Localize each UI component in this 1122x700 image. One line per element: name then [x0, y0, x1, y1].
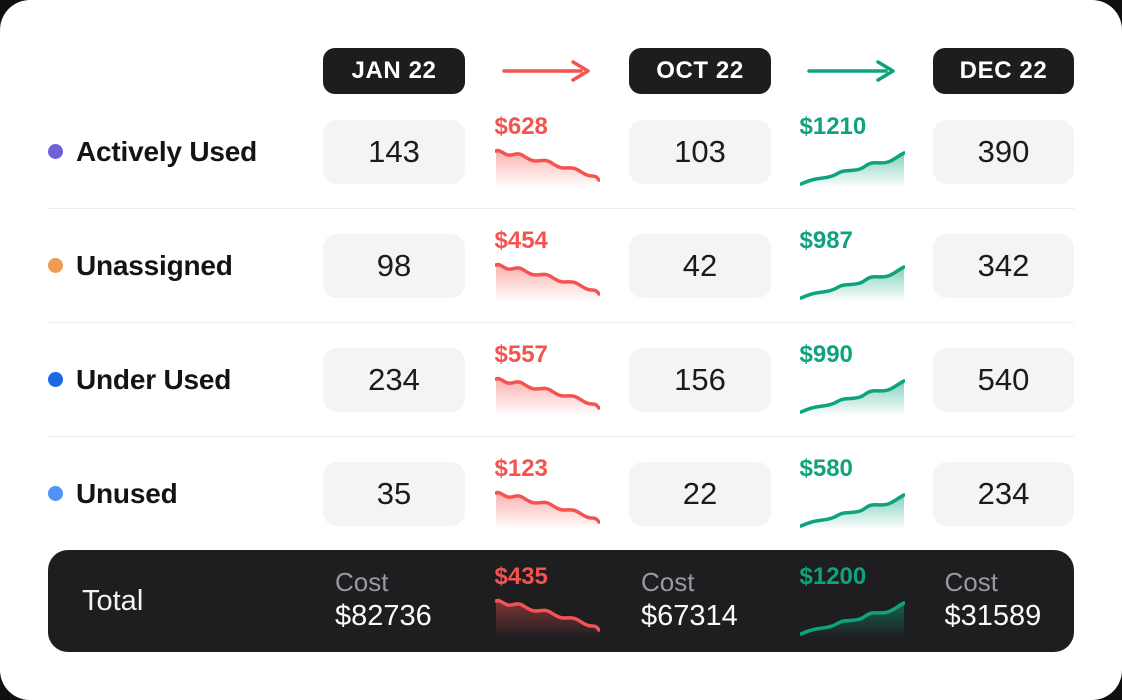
- value-box-jan: 143: [323, 119, 465, 184]
- downtrend-sparkline: $454: [494, 227, 600, 302]
- sparkline-value-label: $435: [494, 562, 548, 590]
- value-box-dec: 234: [933, 461, 1074, 526]
- category-cell: Actively Used: [48, 136, 323, 168]
- downtrend-sparkline-chart: [494, 148, 600, 188]
- downtrend-sparkline-chart: [494, 490, 600, 530]
- value-box-jan: 234: [323, 347, 465, 412]
- sparkline-value-label: $454: [494, 227, 548, 254]
- total-cost-jan: Cost $82736: [335, 567, 453, 634]
- category-dot: [48, 486, 63, 501]
- value-box-jan: 98: [323, 233, 465, 298]
- total-uptrend-sparkline: $1200: [799, 562, 905, 638]
- downtrend-sparkline: $123: [494, 455, 600, 530]
- cost-value: $82736: [335, 600, 432, 633]
- category-dot: [48, 144, 63, 159]
- table-row: Actively Used 143 $628 103 $1210 390: [48, 95, 1074, 209]
- header-row: JAN 22 OCT 22 DEC 22: [48, 47, 1074, 95]
- category-cell: Under Used: [48, 364, 323, 396]
- cost-value: $31589: [944, 600, 1042, 633]
- category-label: Unassigned: [76, 249, 233, 281]
- downtrend-sparkline-chart: [494, 262, 600, 302]
- category-cell: Unassigned: [48, 250, 323, 282]
- category-label: Actively Used: [76, 135, 258, 167]
- downtrend-sparkline-chart: [494, 598, 600, 638]
- value-box-dec: 342: [933, 233, 1074, 298]
- sparkline-value-label: $1200: [799, 562, 867, 590]
- category-cell: Unused: [48, 478, 323, 510]
- value-box-dec: 540: [933, 347, 1074, 412]
- sparkline-value-label: $990: [799, 341, 853, 368]
- category-label: Unused: [76, 477, 178, 509]
- cost-value: $67314: [641, 600, 738, 633]
- column-badge-oct22: OCT 22: [629, 48, 771, 94]
- column-badge-dec22: DEC 22: [933, 48, 1074, 94]
- uptrend-sparkline-chart: [799, 151, 905, 188]
- total-label: Total: [82, 584, 144, 617]
- value-box-oct: 103: [629, 119, 771, 184]
- downtrend-sparkline: $557: [494, 341, 600, 416]
- uptrend-sparkline: $580: [799, 455, 905, 530]
- sparkline-value-label: $557: [494, 341, 548, 368]
- table-row: Under Used 234 $557 156 $990 540: [48, 323, 1074, 437]
- category-dot: [48, 258, 63, 273]
- total-row: Total Cost $82736 $435 Cost $67314 $1200…: [48, 550, 1074, 652]
- cost-caption: Cost: [335, 567, 389, 598]
- category-label: Under Used: [76, 363, 232, 395]
- value-box-oct: 22: [629, 461, 771, 526]
- category-dot: [48, 372, 63, 387]
- value-box-jan: 35: [323, 461, 465, 526]
- uptrend-sparkline-chart: [799, 379, 905, 416]
- cost-caption: Cost: [641, 567, 695, 598]
- downtrend-sparkline: $628: [494, 113, 600, 188]
- uptrend-sparkline-chart: [799, 493, 905, 530]
- sparkline-value-label: $580: [799, 455, 853, 482]
- rows-container: Actively Used 143 $628 103 $1210 390 Una…: [48, 95, 1074, 550]
- uptrend-sparkline: $987: [799, 227, 905, 302]
- uptrend-sparkline: $1210: [799, 113, 905, 188]
- uptrend-sparkline: $990: [799, 341, 905, 416]
- decrease-arrow-icon: [502, 60, 590, 82]
- increase-arrow-icon: [807, 60, 895, 82]
- sparkline-value-label: $628: [494, 113, 548, 140]
- transition-cell-1: [465, 58, 629, 84]
- total-cost-oct: Cost $67314: [641, 567, 759, 634]
- value-box-dec: 390: [933, 119, 1074, 184]
- sparkline-value-label: $123: [494, 455, 548, 482]
- uptrend-sparkline-chart: [799, 600, 905, 638]
- table-row: Unused 35 $123 22 $580 234: [48, 437, 1074, 550]
- transition-cell-2: [771, 58, 933, 84]
- column-badge-jan22: JAN 22: [323, 48, 465, 94]
- table-row: Unassigned 98 $454 42 $987 342: [48, 209, 1074, 323]
- sparkline-value-label: $987: [799, 227, 853, 254]
- value-box-oct: 42: [629, 233, 771, 298]
- cost-caption: Cost: [944, 567, 998, 598]
- uptrend-sparkline-chart: [799, 265, 905, 302]
- total-cost-dec: Cost $31589: [945, 567, 1063, 634]
- sparkline-value-label: $1210: [799, 113, 867, 140]
- total-downtrend-sparkline: $435: [494, 562, 600, 638]
- value-box-oct: 156: [629, 347, 771, 412]
- downtrend-sparkline-chart: [494, 376, 600, 416]
